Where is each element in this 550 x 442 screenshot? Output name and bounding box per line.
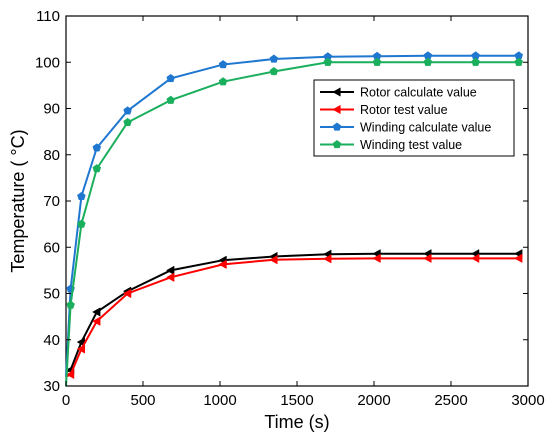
x-tick-label: 3000 xyxy=(511,392,544,409)
y-tick-label: 80 xyxy=(43,147,60,164)
legend-swatch-marker xyxy=(332,139,342,149)
data-point xyxy=(66,300,75,309)
data-point xyxy=(92,143,102,152)
legend-swatch-marker xyxy=(332,104,341,115)
plot-area xyxy=(65,15,529,387)
data-point xyxy=(77,219,86,228)
legend-label: Winding test value xyxy=(360,138,462,152)
data-point xyxy=(92,316,101,326)
data-point xyxy=(323,57,333,66)
data-point xyxy=(92,164,102,173)
data-point xyxy=(122,288,132,299)
legend-swatch-marker xyxy=(332,122,342,131)
y-tick-label: 60 xyxy=(43,239,60,256)
data-point xyxy=(166,265,175,275)
data-point xyxy=(65,369,75,380)
x-tick-label: 0 xyxy=(62,392,70,409)
y-tick-label: 110 xyxy=(36,8,60,25)
legend-label: Rotor calculate value xyxy=(360,86,477,100)
legend-item: Winding test value xyxy=(320,138,462,152)
x-axis-title: Time (s) xyxy=(264,412,329,432)
series-2 xyxy=(65,253,523,380)
data-point xyxy=(77,191,86,201)
data-point xyxy=(166,95,176,104)
y-tick-label: 40 xyxy=(43,332,60,349)
x-tick-label: 2500 xyxy=(434,392,467,409)
y-tick-label: 30 xyxy=(43,378,60,395)
y-tick-label: 90 xyxy=(43,101,60,118)
legend: Rotor calculate value Rotor test value Win… xyxy=(313,79,515,157)
data-point xyxy=(92,307,101,317)
data-point xyxy=(423,57,433,66)
data-point xyxy=(470,253,480,263)
y-tick-label: 100 xyxy=(35,54,60,71)
legend-label: Winding calculate value xyxy=(360,121,491,135)
data-point xyxy=(269,255,278,265)
data-point xyxy=(269,54,279,63)
data-point xyxy=(166,272,175,282)
data-point xyxy=(471,57,480,66)
data-point xyxy=(218,77,228,86)
series-4 xyxy=(65,57,524,387)
data-point xyxy=(269,66,279,76)
legend-label: Rotor test value xyxy=(360,103,448,117)
data-point xyxy=(218,60,228,69)
legend-swatch-marker xyxy=(332,87,341,97)
data-point xyxy=(372,57,382,66)
legend-item: Rotor test value xyxy=(320,103,448,117)
data-point xyxy=(123,117,132,127)
series-layer xyxy=(65,51,524,387)
data-point xyxy=(514,253,523,263)
data-point xyxy=(514,57,524,66)
x-tick-label: 2000 xyxy=(357,392,390,409)
data-point xyxy=(218,259,227,269)
y-tick-label: 50 xyxy=(43,286,60,303)
y-tick-label: 70 xyxy=(43,193,60,210)
legend-item: Rotor calculate value xyxy=(320,86,477,100)
legend-item: Winding calculate value xyxy=(320,121,491,135)
x-tick-label: 1500 xyxy=(280,392,313,409)
data-point xyxy=(166,73,176,83)
y-axis-title: Temperature ( °C) xyxy=(8,129,28,272)
x-tick-label: 1000 xyxy=(203,392,236,409)
tick-layer: 0 500 1000 1500 2000 2500 3000 30 40 50 60 70 80 90 10… xyxy=(35,8,545,409)
data-point xyxy=(76,344,86,354)
data-point xyxy=(123,106,132,115)
x-tick-label: 500 xyxy=(130,392,155,409)
data-point xyxy=(323,254,332,264)
data-point xyxy=(372,253,381,263)
data-point xyxy=(423,253,432,263)
